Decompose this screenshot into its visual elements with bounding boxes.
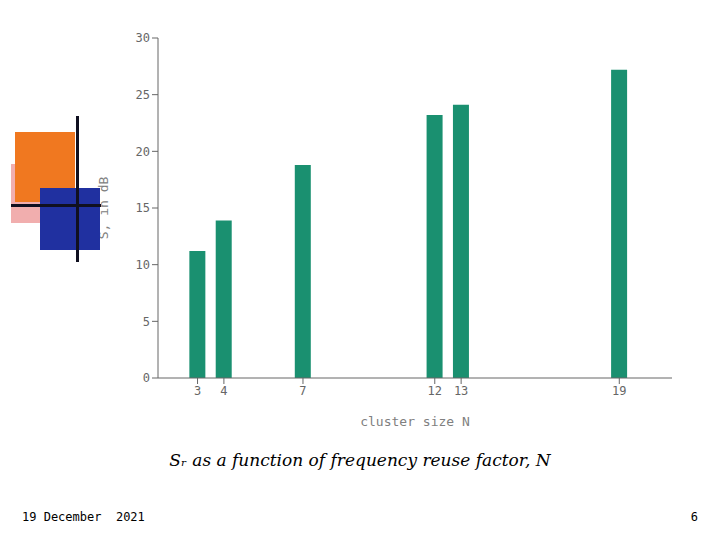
svg-text:15: 15 bbox=[136, 201, 150, 215]
svg-text:cluster size N: cluster size N bbox=[360, 414, 470, 429]
svg-text:3: 3 bbox=[194, 384, 201, 398]
svg-text:S, in dB: S, in dB bbox=[96, 177, 111, 240]
svg-text:7: 7 bbox=[299, 384, 306, 398]
svg-text:12: 12 bbox=[428, 384, 442, 398]
svg-text:13: 13 bbox=[454, 384, 468, 398]
svg-text:10: 10 bbox=[136, 258, 150, 272]
svg-text:19: 19 bbox=[612, 384, 626, 398]
html-text:6: 6 bbox=[690, 510, 698, 524]
svg-text:5: 5 bbox=[143, 315, 150, 329]
svg-text:4: 4 bbox=[220, 384, 227, 398]
svg-text:20: 20 bbox=[136, 145, 150, 159]
svg-text:25: 25 bbox=[136, 88, 150, 102]
svg-text:0: 0 bbox=[143, 371, 150, 385]
html-text:19 December 2021: 19 December 2021 bbox=[22, 510, 145, 524]
html-text:Sᵣ as a function of frequency: Sᵣ as a function of frequency reuse fact… bbox=[169, 450, 551, 470]
svg-text:30: 30 bbox=[136, 31, 150, 45]
